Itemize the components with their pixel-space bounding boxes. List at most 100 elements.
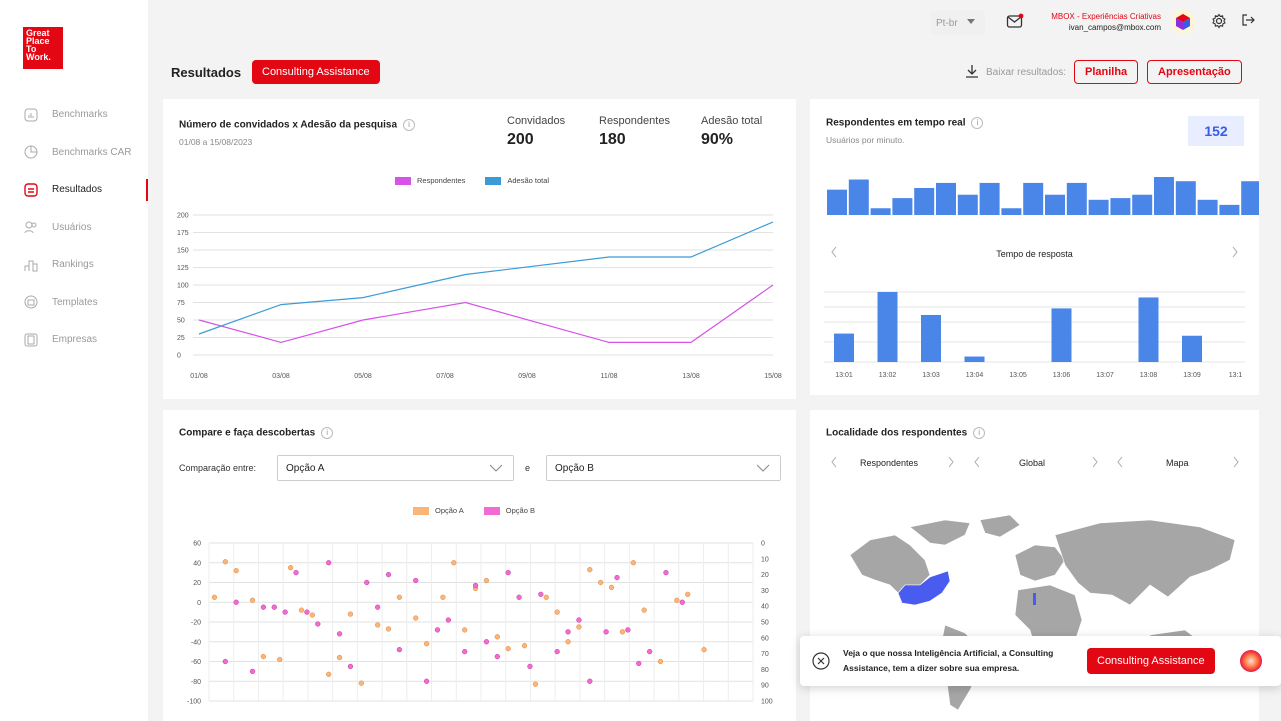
bar [1175,181,1196,215]
bar [827,189,847,215]
sidebar-item-label: Usuários [52,221,92,233]
x-tick-label: 13:04 [966,372,984,379]
user-email: ivan_campos@mbox.com [1068,23,1161,32]
y-tick-label: 20 [193,580,201,587]
scatter-point [374,604,381,610]
sidebar-item-label: Rankings [52,259,94,271]
stat-label: Respondentes [599,115,670,127]
sidebar-item-empresas[interactable]: Empresas [0,321,148,359]
info-icon[interactable]: i [321,427,334,439]
scatter-point [646,648,653,655]
sidebar-item-benchmarks[interactable]: Benchmarks [0,96,148,134]
sidebar-item-label: Benchmarks [52,109,108,121]
bar [1001,208,1022,215]
logout-icon[interactable] [1241,13,1255,32]
legend-label: Respondentes [417,176,466,185]
popup-consulting-button[interactable]: Consulting Assistance [1087,648,1215,674]
bar [1051,308,1072,362]
chevron-left-icon[interactable] [1116,456,1124,470]
stat-adesao: Adesão total 90% [701,115,762,149]
map-land [1014,544,1066,582]
scatter-point [679,599,685,605]
sidebar-item-label: Templates [52,296,98,308]
chevron-right-icon[interactable] [947,456,955,470]
legend-swatch [413,506,429,515]
legend-swatch [395,176,411,185]
y-tick-label: -80 [191,679,201,686]
download-icon[interactable] [964,63,980,82]
stat-value: 90% [701,131,734,148]
scatter-point [347,611,354,617]
avatar[interactable] [1171,10,1195,34]
option-b-value: Opção B [555,462,594,474]
invites-adhesion-card: Número de convidados x Adesão da pesquis… [163,99,796,399]
pie-chart-icon [24,145,38,159]
consulting-assistance-button[interactable]: Consulting Assistance [252,60,380,84]
card-title: Número de convidados x Adesão da pesquis… [179,119,416,131]
bar [1138,297,1159,362]
scatter-point [249,597,256,603]
sidebar-item-templates[interactable]: Templates [0,284,148,322]
info-icon[interactable]: i [403,119,416,131]
card-subtitle: Usuários por minuto. [826,135,905,145]
mapa-filter[interactable]: Mapa [1166,458,1189,468]
chevron-right-icon[interactable] [1231,246,1239,260]
info-icon[interactable]: i [971,117,984,129]
chevron-down-icon [489,462,503,477]
respondentes-filter[interactable]: Respondentes [860,458,919,468]
map-land [979,515,1021,538]
option-b-select[interactable]: Opção B [546,455,781,481]
bar [914,187,935,215]
gptw-logo[interactable]: Great Place To Work. [23,27,63,69]
chevron-left-icon[interactable] [830,456,838,470]
logo-line: Place [26,36,50,46]
chevron-right-icon[interactable] [1091,456,1099,470]
close-icon[interactable] [812,652,830,675]
stat-respondentes: Respondentes 180 [599,115,670,149]
y-right-tick-label: 40 [761,604,769,611]
language-select[interactable]: Pt-br [930,11,985,35]
scatter-point [701,647,707,653]
card-title: Compare e faça descobertas i [179,427,334,439]
x-tick-label: 13:07 [1096,372,1114,379]
legend-swatch [483,506,500,515]
ai-orb-icon[interactable] [1240,650,1262,672]
scatter-point [298,607,305,613]
scatter-point [423,641,430,647]
chevron-right-icon[interactable] [1232,456,1240,470]
sidebar-item-rankings[interactable]: Rankings [0,246,148,284]
global-filter[interactable]: Global [1019,458,1046,468]
legend-label: Adesão total [507,176,550,185]
scatter-point [494,653,500,660]
y-tick-label: 150 [177,248,189,255]
legend-label: Opção B [505,506,535,515]
scatter-point [603,629,609,635]
y-tick-label: -20 [191,620,201,627]
gear-icon[interactable] [1211,13,1227,34]
scatter-point [396,647,403,653]
scatter-point [472,582,479,589]
scatter-legend: Opção A Opção B [413,506,535,515]
legend-label: Opção A [435,506,464,515]
sidebar-item-benchmarks-car[interactable]: Benchmarks CAR [0,134,148,172]
x-tick-label: 13:01 [835,372,853,379]
planilha-button[interactable]: Planilha [1074,60,1139,84]
scatter-point [527,663,533,670]
organization-name: MBOX - Experiências Criativas [1051,12,1161,21]
scatter-point [565,629,571,635]
apresentacao-button[interactable]: Apresentação [1147,60,1242,84]
sidebar-item-resultados[interactable]: Resultados [0,171,148,209]
bar [834,333,854,362]
x-tick-label: 03/08 [272,373,290,380]
stat-convidados: Convidados 200 [507,115,565,149]
bar [1241,181,1259,215]
y-right-tick-label: 100 [761,699,773,706]
option-a-select[interactable]: Opção A [277,455,514,481]
info-icon[interactable]: i [973,427,986,439]
chevron-left-icon[interactable] [830,246,838,260]
notification-mail-icon[interactable] [1006,13,1024,34]
sidebar-item-usuarios[interactable]: Usuários [0,209,148,247]
popup-line: Veja o que nossa Inteligência Artificial… [843,648,1054,658]
chevron-left-icon[interactable] [973,456,981,470]
scatter-point [543,594,549,600]
